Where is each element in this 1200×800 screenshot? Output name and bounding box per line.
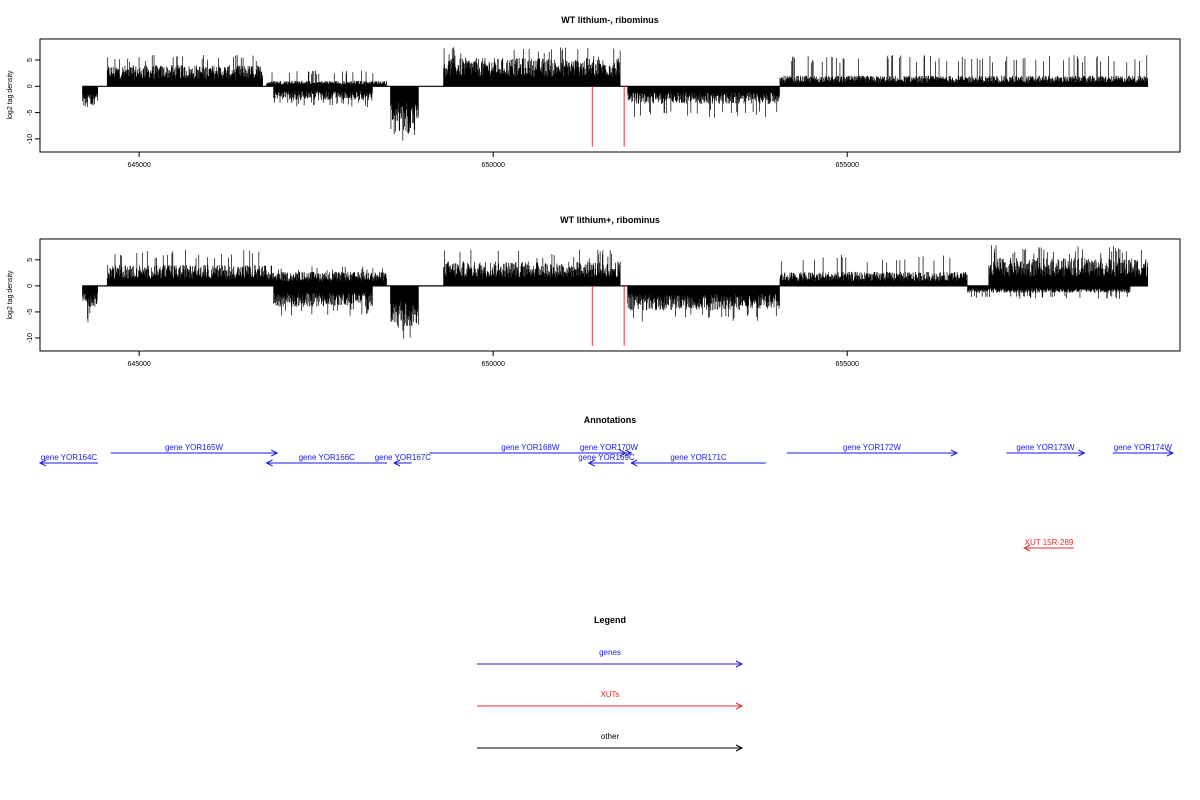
gene-label: gene YOR165W: [165, 443, 224, 452]
panel-2-frame: [39, 238, 1181, 352]
arrowhead-icon: [1166, 449, 1175, 457]
gene-label: gene YOR164C: [41, 453, 98, 462]
y-tick-label: -10: [27, 333, 34, 343]
arrowhead-icon: [1023, 544, 1031, 552]
density-bars: [266, 265, 387, 286]
annotations-title: Annotations: [584, 415, 637, 425]
y-tick-label: -5: [27, 309, 34, 315]
density-bars: [627, 86, 780, 118]
gene-label: gene YOR172W: [843, 443, 902, 452]
legend-item: other: [477, 732, 744, 752]
panel-1-bars: [82, 47, 1149, 147]
arrowhead-icon: [625, 449, 633, 457]
arrowhead-icon: [735, 744, 744, 752]
density-bars: [967, 285, 1131, 299]
legend-item: XUTs: [477, 690, 744, 710]
x-tick-label: 645000: [127, 361, 150, 368]
panel-2-ylabel: log2 tag density: [7, 270, 14, 320]
arrowhead-icon: [950, 449, 959, 457]
arrowhead-icon: [270, 449, 279, 457]
annotation-tracks: gene YOR164C gene YOR165W gene YOR166C gene…: [38, 443, 1175, 552]
y-tick-label: 5: [27, 258, 34, 262]
gene-feature: gene YOR169C: [578, 453, 635, 467]
x-tick-label: 650000: [481, 162, 504, 169]
arrowhead-icon: [392, 459, 401, 467]
arrowhead-icon: [630, 459, 638, 467]
density-bars: [390, 86, 419, 141]
gene-label: gene YOR173W: [1016, 443, 1075, 452]
density-bars: [779, 55, 1149, 87]
panel-2: WT lithium+, ribominus 645000 650000 65500…: [7, 215, 1181, 368]
gene-label: gene YOR168W: [501, 443, 560, 452]
gene-label: gene YOR166C: [299, 453, 356, 462]
arrowhead-icon: [265, 459, 273, 467]
gene-feature: gene YOR164C: [38, 453, 99, 467]
legend-label: genes: [599, 648, 621, 657]
density-bars: [106, 54, 263, 87]
y-tick-label: 0: [27, 84, 34, 88]
gene-feature: gene YOR173W: [1006, 443, 1086, 457]
y-tick-label: -5: [27, 109, 34, 115]
panel-2-title: WT lithium+, ribominus: [560, 215, 660, 225]
x-tick-label: 650000: [481, 361, 504, 368]
density-bars: [273, 86, 373, 108]
density-bars: [266, 70, 387, 87]
density-bars: [106, 249, 267, 286]
gene-label: gene YOR174W: [1114, 443, 1173, 452]
y-tick-label: 5: [27, 58, 34, 62]
legend-item: genes: [477, 648, 744, 668]
panel-2-axes: 645000 650000 655000 5 0 -5 -10: [27, 258, 859, 368]
legend-label: other: [601, 732, 620, 741]
density-bars: [443, 249, 621, 286]
legend-panel: Legend genes XUTs other: [477, 615, 744, 752]
gene-label: gene YOR167C: [375, 453, 432, 462]
density-bars: [627, 285, 780, 322]
legend-title: Legend: [594, 615, 626, 625]
gene-feature: gene YOR171C: [630, 453, 766, 467]
gene-label: gene YOR170W: [580, 443, 639, 452]
density-bars: [82, 285, 98, 323]
arrowhead-icon: [38, 459, 47, 467]
density-bars: [779, 254, 968, 286]
x-tick-label: 645000: [127, 162, 150, 169]
panel-1-title: WT lithium-, ribominus: [561, 15, 659, 25]
gene-label: gene YOR169C: [578, 453, 635, 462]
arrowhead-icon: [1078, 449, 1086, 457]
legend-items: genes XUTs other: [477, 648, 744, 752]
gene-feature: gene YOR174W: [1112, 443, 1175, 457]
density-bars: [390, 285, 419, 339]
x-tick-label: 655000: [836, 162, 859, 169]
xut-label: XUT 15R-289: [1025, 538, 1074, 547]
gene-feature: gene YOR172W: [787, 443, 959, 457]
gene-feature: gene YOR165W: [110, 443, 279, 457]
panel-1-axes: 645000 650000 655000 5 0 -5 -10: [27, 58, 859, 169]
x-tick-label: 655000: [836, 361, 859, 368]
panel-1-frame: [39, 38, 1181, 153]
density-bars: [988, 245, 1149, 286]
gene-feature: gene YOR170W: [580, 443, 639, 457]
xut-feature: XUT 15R-289: [1023, 538, 1074, 552]
panel-1-ylabel: log2 tag density: [7, 70, 14, 120]
density-bars: [82, 86, 98, 107]
legend-label: XUTs: [600, 690, 619, 699]
panel-1: WT lithium-, ribominus 645000 650000 65500…: [7, 15, 1181, 169]
gene-feature: gene YOR166C: [265, 453, 387, 467]
gene-label: gene YOR171C: [670, 453, 727, 462]
y-tick-label: 0: [27, 284, 34, 288]
arrowhead-icon: [587, 459, 595, 467]
density-bars: [443, 47, 621, 87]
gene-feature: gene YOR167C: [375, 453, 432, 467]
y-tick-label: -10: [27, 134, 34, 144]
panel-2-bars: [82, 245, 1149, 346]
arrowhead-icon: [735, 702, 744, 710]
arrowhead-icon: [735, 660, 744, 668]
density-bars: [273, 285, 373, 316]
arrowhead-icon: [619, 449, 627, 457]
